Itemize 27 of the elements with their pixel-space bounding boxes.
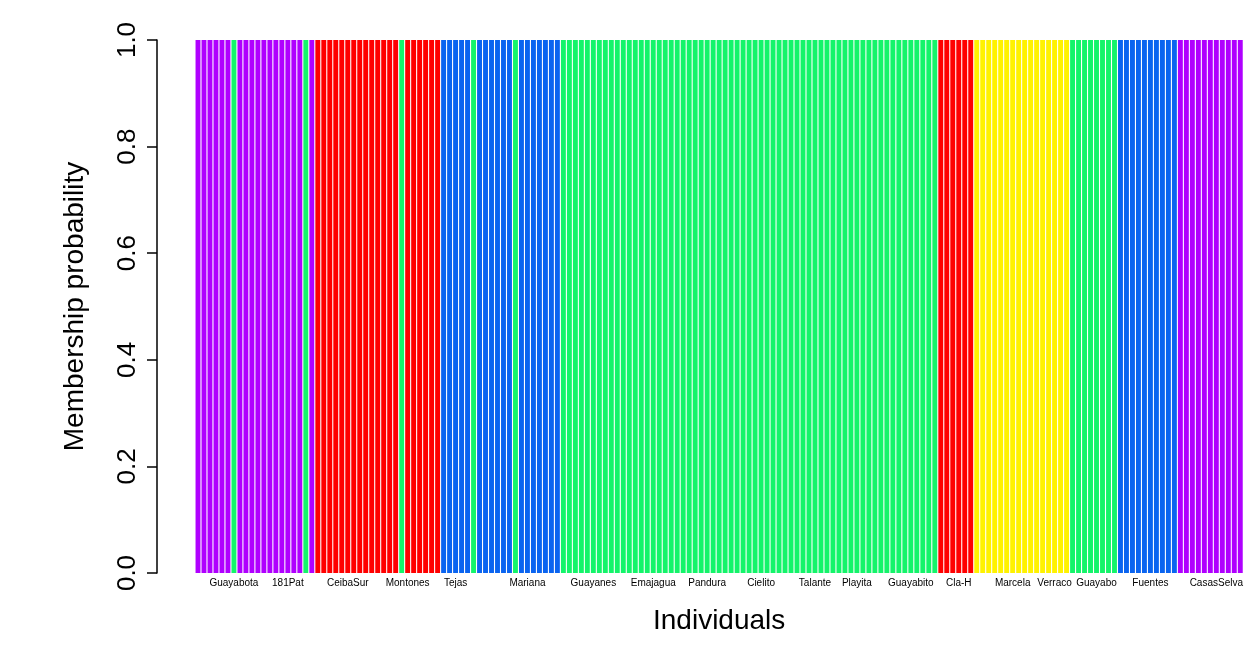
y-tick-label: 0.8 [111,128,141,165]
x-tick-label: CeibaSur [326,576,370,588]
x-tick-label: Guayabota [209,576,259,588]
x-tick-label: Marcela [994,576,1031,588]
y-tick-label: 0.6 [111,235,141,272]
y-tick-label: 0.4 [111,341,141,378]
y-tick-label: 0.2 [111,448,141,485]
y-axis-title: Membership probability [57,161,89,452]
x-axis-title: Individuals [652,603,786,635]
y-tick-label: 0.0 [111,554,141,592]
x-tick-label: Guayabo [1076,576,1118,588]
x-tick-label: Verraco [1037,576,1073,588]
x-tick-label: Playita [841,576,873,588]
y-tick-label: 1.0 [111,21,141,59]
x-tick-label: Tejas [443,576,468,588]
x-tick-label: Mariana [509,576,546,588]
x-tick-label: Cla-H [945,576,972,588]
x-tick-label: Cielito [747,576,776,588]
x-tick-label: Montones [385,576,430,588]
x-tick-label: 181Pat [272,576,304,588]
x-tick-label: Pandura [688,576,727,588]
x-tick-label: Talante [798,576,832,588]
x-tick-label: Fuentes [1132,576,1169,588]
x-tick-label: Guayanes [570,576,617,588]
x-tick-label: Emajagua [630,576,677,588]
x-tick-label: Guayabito [888,576,935,588]
x-tick-label: CasasSelva [1189,576,1244,588]
